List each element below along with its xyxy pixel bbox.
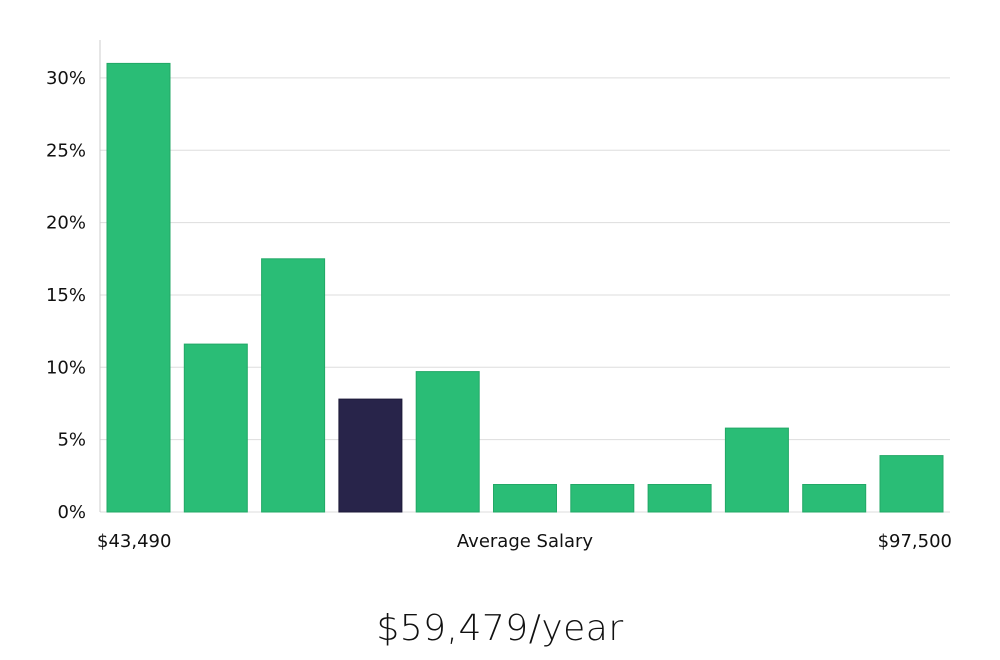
bar xyxy=(570,484,635,513)
y-tick-label: 10% xyxy=(46,357,86,378)
y-axis-ticks: 0% 5% 10% 15% 20% 25% 30% xyxy=(46,68,86,523)
y-tick-label: 15% xyxy=(46,285,86,306)
x-axis-min-label: $43,490 xyxy=(97,531,171,552)
x-axis-title: Average Salary xyxy=(457,531,594,552)
salary-histogram: 0% 5% 10% 15% 20% 25% 30% $43,490 Average Sala… xyxy=(46,40,952,552)
x-axis-max-label: $97,500 xyxy=(878,531,952,552)
bar xyxy=(493,484,557,513)
bar xyxy=(106,62,171,513)
bar xyxy=(647,484,712,513)
bar xyxy=(183,343,248,513)
bar xyxy=(724,427,789,513)
bar xyxy=(261,258,326,513)
y-tick-label: 20% xyxy=(46,213,86,234)
bar-highlighted xyxy=(338,398,403,513)
y-tick-label: 25% xyxy=(46,140,86,161)
average-salary-value: $59,479/year xyxy=(376,608,624,649)
bar xyxy=(415,371,480,513)
bar xyxy=(879,455,944,513)
bar xyxy=(802,484,867,513)
y-tick-label: 5% xyxy=(57,430,86,451)
bars xyxy=(106,62,944,513)
y-tick-label: 30% xyxy=(46,68,86,89)
y-tick-label: 0% xyxy=(57,502,86,523)
